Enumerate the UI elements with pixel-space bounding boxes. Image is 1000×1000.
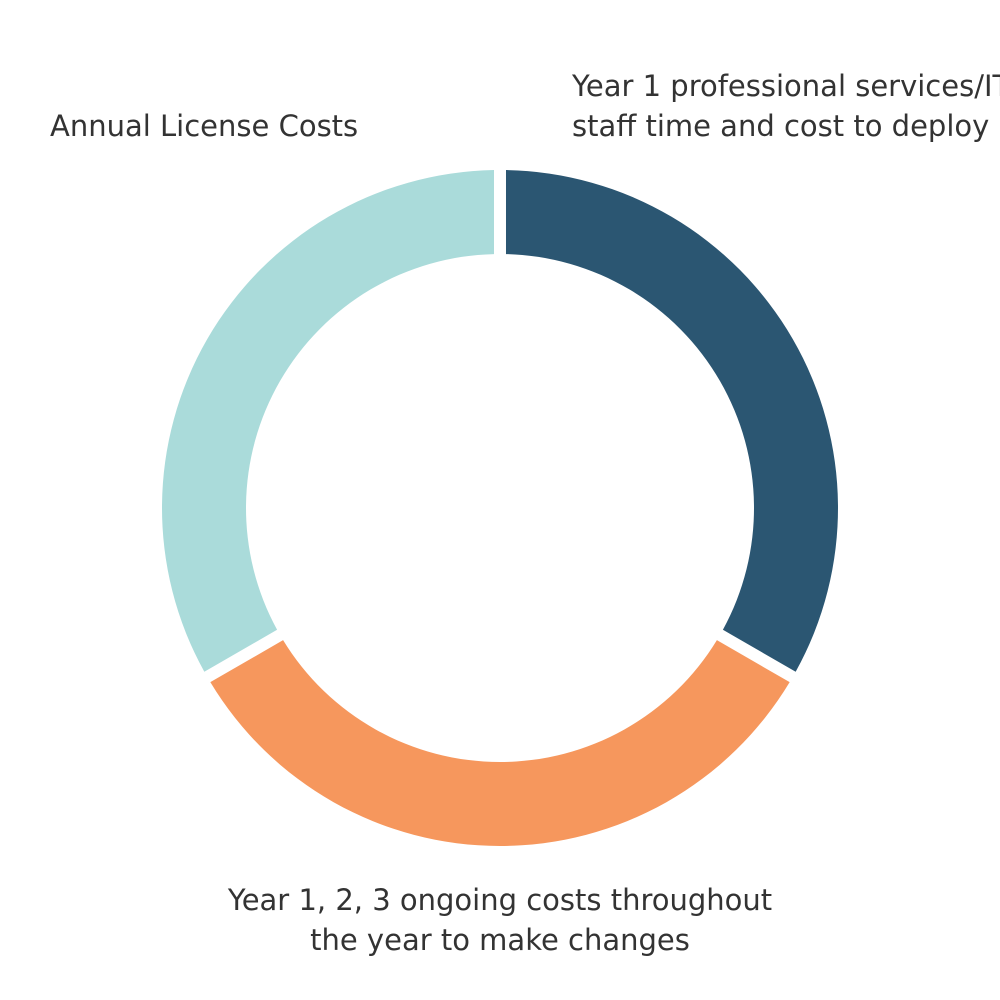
slice-label-professional-services-line-1: Year 1 professional services/IT [572,69,1000,103]
slice-label-annual-license-costs: Annual License Costs [50,106,358,146]
slice-label-ongoing-costs-line-2: the year to make changes [310,923,690,957]
slice-label-ongoing-costs: Year 1, 2, 3 ongoing costs throughout th… [0,880,1000,960]
donut-slice-professional-services [210,640,790,847]
donut-slice-ongoing-costs [505,170,838,672]
donut-slice-annual-license-costs [162,170,495,672]
slice-label-professional-services: Year 1 professional services/IT staff ti… [572,66,1000,146]
donut-slices [162,170,838,847]
slice-label-professional-services-line-2: staff time and cost to deploy [572,109,990,143]
slice-label-annual-license-costs-line-1: Annual License Costs [50,109,359,143]
slice-label-ongoing-costs-line-1: Year 1, 2, 3 ongoing costs throughout [227,883,773,917]
